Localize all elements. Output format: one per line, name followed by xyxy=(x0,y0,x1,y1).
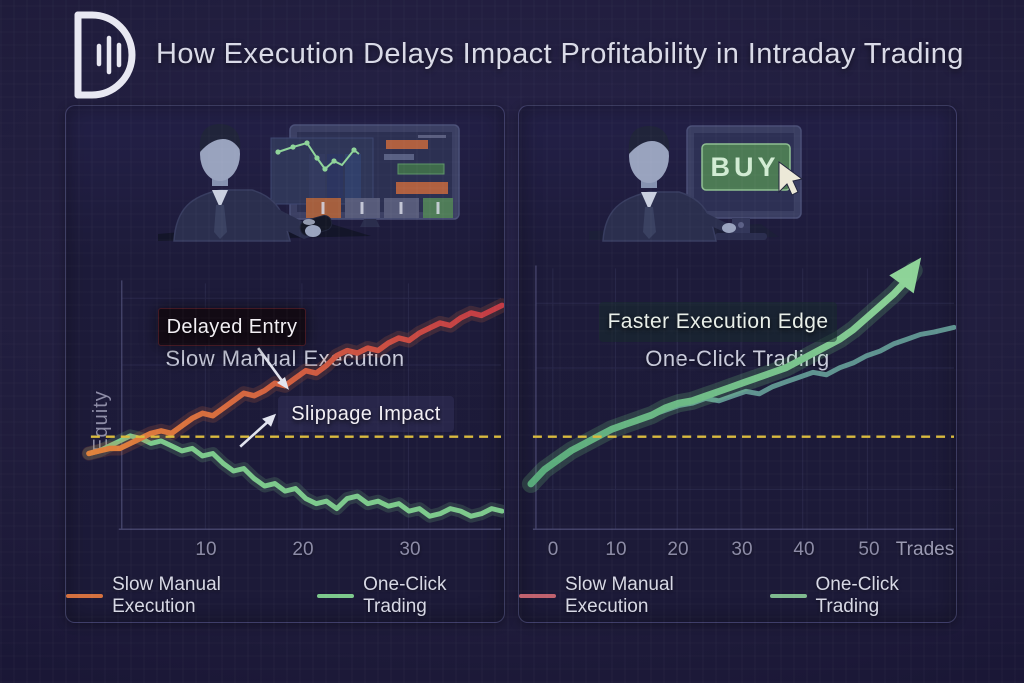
tie xyxy=(643,207,656,239)
buy-button-graphic xyxy=(701,143,791,191)
axes xyxy=(532,265,955,530)
buy-button-text: BUY xyxy=(710,152,779,182)
dashboard-orange-panel xyxy=(396,182,448,194)
one-click-illustration: BUY xyxy=(589,125,804,242)
legend-swatch-oneclick xyxy=(769,593,807,599)
cursor-icon xyxy=(778,161,804,196)
arm xyxy=(683,204,731,233)
hair xyxy=(199,124,241,152)
dashboard-tiles xyxy=(306,198,453,218)
right-legend: Slow Manual Execution One-Click Trading xyxy=(519,574,956,617)
x-tick-20: 20 xyxy=(667,539,689,560)
x-tick-20: 20 xyxy=(292,539,314,560)
series-slow-manual-execution xyxy=(86,302,504,457)
legend-swatch-oneclick xyxy=(317,593,355,599)
d-candlestick-logo xyxy=(74,11,136,99)
slow-trader-illustration xyxy=(158,124,460,242)
up-arrow-head xyxy=(889,257,922,294)
trader-figure xyxy=(173,124,333,242)
slippage-impact-label: Slippage Impact xyxy=(278,396,454,432)
mini-price-chart xyxy=(270,137,374,205)
delayed-entry-label: Delayed Entry xyxy=(158,308,306,346)
trading-dashboard-monitor xyxy=(270,124,460,227)
dashboard-orange-button xyxy=(386,140,428,149)
x-tick-30: 30 xyxy=(399,539,421,560)
legend-item-slow: Slow Manual Execution xyxy=(66,574,295,618)
legend-item-oneclick: One-Click Trading xyxy=(769,574,956,618)
legend-label-slow: Slow Manual Execution xyxy=(112,574,221,617)
faster-execution-edge-label: Faster Execution Edge xyxy=(599,302,837,342)
shirt xyxy=(212,190,228,208)
page-title: How Execution Delays Impact Profitabilit… xyxy=(156,38,964,70)
dashboard-green-button xyxy=(397,163,445,175)
series-one-click-trading xyxy=(86,433,504,519)
buy-monitor: BUY xyxy=(686,125,802,240)
hand xyxy=(722,223,736,233)
legend-label-slow: Slow Manual Execution xyxy=(564,574,674,617)
legend-item-oneclick: One-Click Trading xyxy=(317,574,504,618)
series-slow-manual-execution xyxy=(528,324,956,487)
panel-slow-manual-execution: Slow Manual Execution Equity xyxy=(65,105,505,623)
slippage-arrow xyxy=(239,413,277,448)
legend-swatch-slow xyxy=(66,593,104,599)
chart-overlay xyxy=(532,257,955,438)
x-tick-10: 10 xyxy=(605,539,627,560)
left-legend: Slow Manual Execution One-Click Trading xyxy=(66,574,504,617)
legend-label-oneclick: One-Click Trading xyxy=(815,574,899,617)
x-axis-title: Trades xyxy=(895,539,955,560)
legend-label-oneclick: One-Click Trading xyxy=(363,574,447,617)
x-tick-0: 0 xyxy=(547,539,559,560)
panel-one-click-trading: BUY One-Click Trading xyxy=(518,105,957,623)
shirt xyxy=(641,192,657,210)
axes xyxy=(118,280,502,530)
legend-swatch-slow xyxy=(519,593,556,599)
hair xyxy=(628,126,670,154)
delayed-entry-arrow xyxy=(257,347,289,390)
trader-figure xyxy=(602,126,736,242)
x-tick-50: 50 xyxy=(858,539,880,560)
x-tick-10: 10 xyxy=(195,539,217,560)
legend-item-slow: Slow Manual Execution xyxy=(519,574,748,618)
x-tick-30: 30 xyxy=(731,539,753,560)
monitor-stand xyxy=(360,219,380,227)
chart-overlay xyxy=(90,347,502,448)
left-equity-chart xyxy=(81,280,504,530)
x-tick-40: 40 xyxy=(793,539,815,560)
hand xyxy=(305,225,321,237)
tie xyxy=(214,205,227,239)
